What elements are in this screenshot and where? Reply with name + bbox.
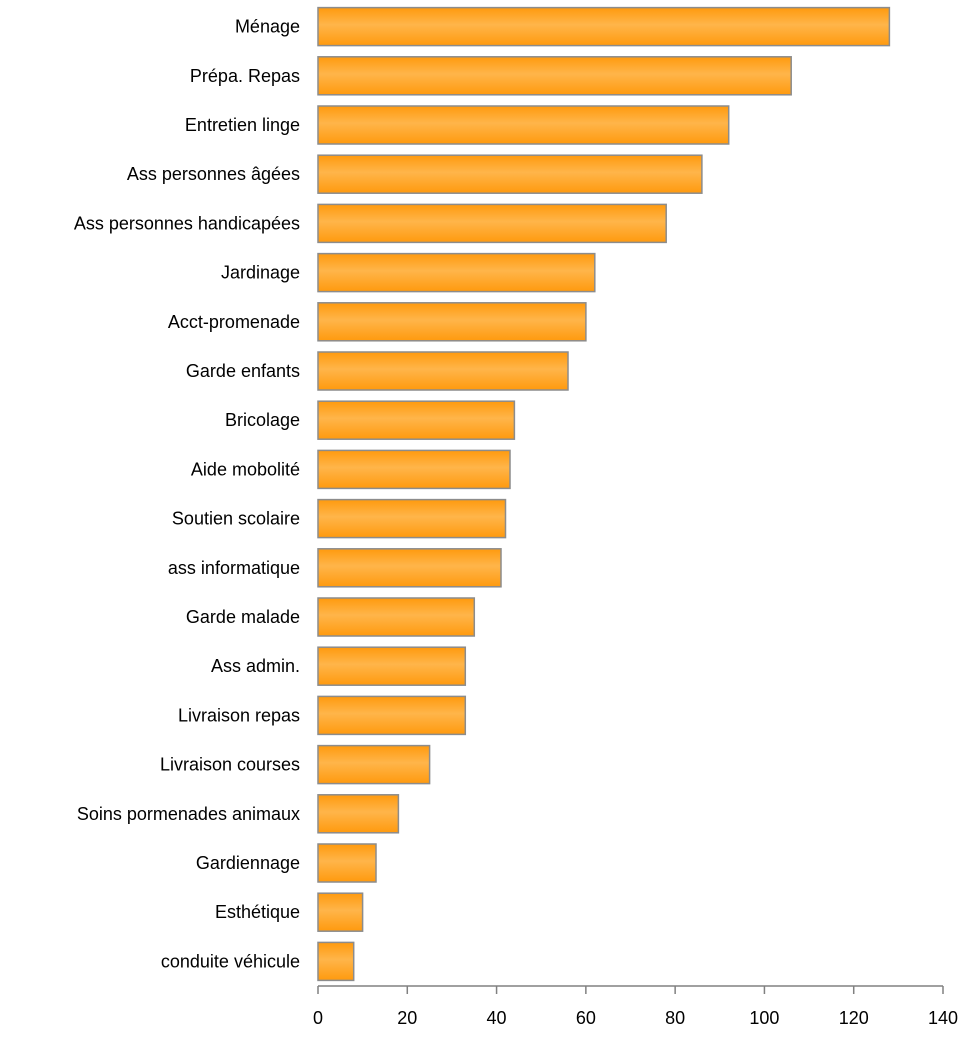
category-label-12: Garde malade: [186, 607, 300, 627]
x-axis: 0 20 40 60 80 100 120 140: [313, 985, 958, 1028]
x-tick-label-4: 80: [665, 1008, 685, 1028]
category-label-16: Soins pormenades animaux: [77, 804, 300, 824]
category-label-5: Jardinage: [221, 263, 300, 283]
x-tick-label-3: 60: [576, 1008, 596, 1028]
category-label-18: Esthétique: [215, 902, 300, 922]
bars-group: [317, 6, 891, 982]
x-tick-label-7: 140: [928, 1008, 958, 1028]
bar-17: [317, 843, 377, 883]
bar-8: [317, 400, 516, 440]
bar-15: [317, 744, 431, 785]
x-tick-label-5: 100: [749, 1008, 779, 1028]
bar-11: [317, 548, 502, 588]
category-label-1: Prépa. Repas: [190, 66, 300, 86]
bar-6: [317, 302, 587, 342]
category-label-13: Ass admin.: [211, 656, 300, 676]
category-label-9: Aide mobolité: [191, 459, 300, 479]
category-label-4: Ass personnes handicapées: [74, 213, 300, 233]
bar-10: [317, 498, 507, 539]
x-tick-label-1: 20: [397, 1008, 417, 1028]
bar-7: [317, 351, 569, 391]
category-label-3: Ass personnes âgées: [127, 164, 300, 184]
bar-18: [317, 892, 364, 932]
category-labels: Ménage Prépa. Repas Entretien linge Ass per…: [74, 17, 300, 972]
bar-14: [317, 695, 467, 736]
bar-9: [317, 449, 511, 490]
category-label-6: Acct-promenade: [168, 312, 300, 332]
x-tick-label-0: 0: [313, 1008, 323, 1028]
bar-1: [317, 56, 792, 96]
bar-3: [317, 154, 703, 194]
category-label-14: Livraison repas: [178, 705, 300, 725]
category-label-15: Livraison courses: [160, 755, 300, 775]
category-label-17: Gardiennage: [196, 853, 300, 873]
x-tick-label-6: 120: [839, 1008, 869, 1028]
bar-2: [317, 105, 730, 145]
category-label-2: Entretien linge: [185, 115, 300, 135]
category-label-8: Bricolage: [225, 410, 300, 430]
x-tick-label-2: 40: [487, 1008, 507, 1028]
category-label-0: Ménage: [235, 17, 300, 37]
bar-13: [317, 646, 467, 686]
category-label-11: ass informatique: [168, 558, 300, 578]
bar-12: [317, 597, 476, 637]
bar-0: [317, 6, 891, 47]
bar-16: [317, 794, 400, 834]
category-label-19: conduite véhicule: [161, 951, 300, 971]
category-label-7: Garde enfants: [186, 361, 300, 381]
bar-4: [317, 203, 667, 244]
bar-5: [317, 252, 596, 293]
bar-19: [317, 941, 355, 982]
category-label-10: Soutien scolaire: [172, 509, 300, 529]
